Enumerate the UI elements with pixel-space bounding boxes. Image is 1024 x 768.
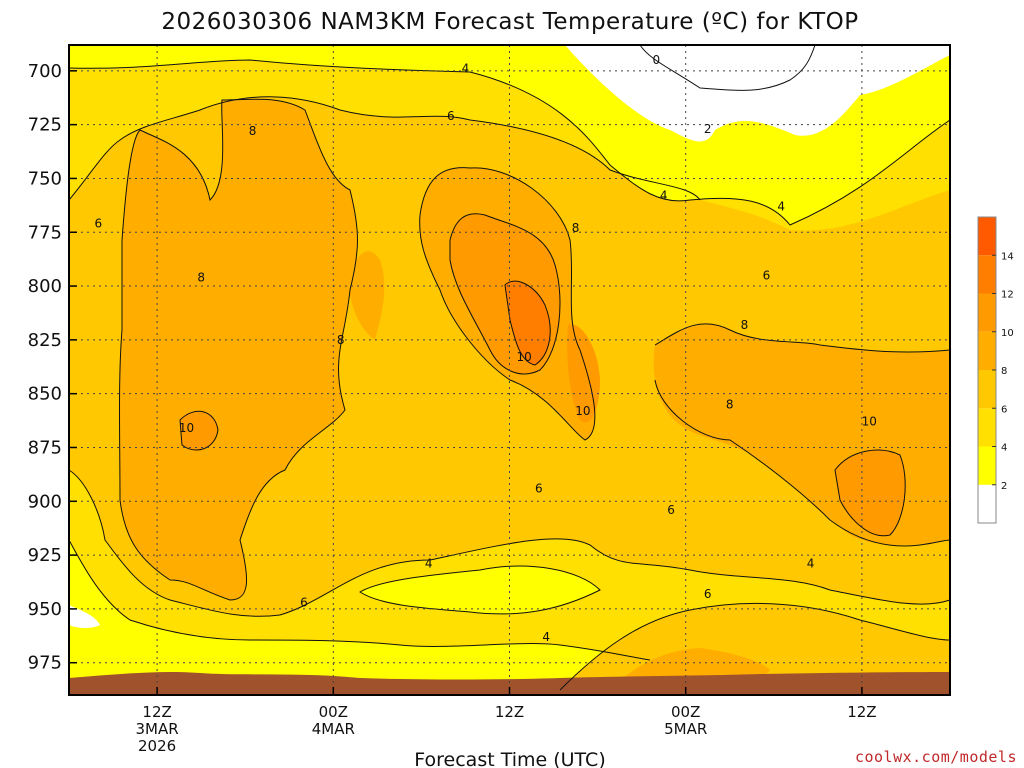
shade-2-4-lower: [69, 540, 950, 695]
contour-10-central: [449, 213, 561, 375]
contour-label: 4: [425, 557, 433, 571]
contour-label: 4: [660, 189, 668, 203]
y-tick-label: 975: [28, 653, 62, 674]
shade-below-0-low: [69, 605, 100, 629]
shade-below-0: [565, 45, 950, 142]
colorbar-segment: [978, 293, 996, 332]
colorbar-segment: [978, 255, 996, 294]
shade-10-12-east: [835, 450, 906, 536]
contour-6-lower: [68, 469, 951, 617]
colorbar: 2 4 6 8 10 12 14: [977, 216, 1014, 524]
grid-lines: [69, 45, 950, 695]
contour-8-central: [419, 167, 596, 441]
y-tick-label: 800: [28, 276, 62, 297]
shade-2-4-mid: [360, 566, 600, 614]
contour-label: 10: [179, 421, 194, 435]
contour-label: 8: [572, 221, 580, 235]
x-tick-label: 2026: [138, 737, 176, 755]
contour-label: 6: [667, 503, 675, 517]
contour-label: 8: [249, 124, 257, 138]
contour-label: 6: [704, 587, 712, 601]
contour-label: 2: [704, 122, 712, 136]
contour-label: 6: [535, 481, 543, 495]
y-tick-label: 900: [28, 491, 62, 512]
colorbar-segment: [978, 331, 996, 370]
contour-4-lower: [68, 539, 651, 661]
shade-12-14: [505, 281, 551, 365]
y-tick-label: 750: [28, 168, 62, 189]
colorbar-tick-label: 4: [1001, 443, 1007, 454]
x-tick-label: 12Z: [495, 703, 524, 721]
contour-label: 4: [462, 62, 470, 76]
y-tick-label: 825: [28, 330, 62, 351]
colorbar-tick-label: 6: [1001, 404, 1007, 415]
chart-title: 2026030306 NAM3KM Forecast Temperature (…: [161, 9, 858, 35]
contour-label: 4: [542, 630, 550, 644]
contour-label: 10: [517, 350, 532, 364]
contour-label: 8: [726, 397, 734, 411]
x-tick-label: 00Z: [671, 703, 700, 721]
colorbar-segment: [978, 370, 996, 409]
contour-label: 0: [653, 53, 661, 67]
contour-label: 6: [447, 109, 455, 123]
contour-label: 8: [197, 270, 205, 284]
colorbar-segment: [978, 446, 996, 485]
y-tick-label: 700: [28, 61, 62, 82]
colorbar-tick-label: 10: [1001, 328, 1014, 339]
shade-10-12-strip: [567, 324, 600, 423]
contour-label: 10: [862, 415, 877, 429]
contour-label: 8: [337, 333, 345, 347]
contour-label: 4: [777, 199, 785, 213]
credit-link[interactable]: coolwx.com/models: [855, 748, 1017, 766]
terrain: [69, 671, 950, 695]
colorbar-tick-label: 12: [1001, 290, 1014, 301]
y-tick-label: 775: [28, 222, 62, 243]
contour-12: [504, 280, 551, 366]
contour-label: 6: [95, 217, 103, 231]
contour-0: [639, 44, 816, 91]
contour-8-east-top: [654, 323, 951, 353]
colorbar-segment: [978, 217, 996, 256]
x-tick-label: 00Z: [319, 703, 348, 721]
contour-label: 8: [741, 318, 749, 332]
x-tick-label: 12Z: [142, 703, 171, 721]
x-axis-label: Forecast Time (UTC): [414, 749, 605, 768]
contour-6-bottom: [559, 602, 951, 691]
y-tick-label: 875: [28, 437, 62, 458]
colorbar-tick-label: 8: [1001, 366, 1007, 377]
contour-label: 6: [300, 595, 308, 609]
y-axis-ticks: 700 725 750 775 800 825 850 875 900 925 950 975: [28, 61, 77, 674]
y-tick-label: 925: [28, 545, 62, 566]
contour-4-upper: [68, 59, 951, 226]
colorbar-tick-label: 14: [1001, 251, 1014, 262]
contour-label: 4: [807, 557, 815, 571]
y-tick-label: 950: [28, 599, 62, 620]
x-tick-label: 3MAR: [136, 720, 179, 738]
contour-lines: [68, 44, 951, 691]
x-tick-label: 4MAR: [312, 720, 355, 738]
x-tick-label: 12Z: [847, 703, 876, 721]
contour-label: 10: [575, 404, 590, 418]
colorbar-segment: [978, 408, 996, 447]
shade-8-10-small: [349, 251, 385, 340]
contour-6-upper: [68, 96, 701, 201]
y-tick-label: 725: [28, 115, 62, 136]
colorbar-segment: [978, 484, 996, 523]
y-tick-label: 850: [28, 384, 62, 405]
shade-8-10-west: [119, 99, 358, 600]
contour-8-west: [119, 98, 358, 601]
shade-10-12-west: [180, 411, 218, 450]
contour-10-west: [179, 410, 219, 451]
colorbar-tick-label: 2: [1001, 481, 1007, 492]
contour-10-east: [834, 449, 906, 537]
x-tick-label: 5MAR: [664, 720, 707, 738]
contour-labels: 0 4 2 6 8 4 4 6 8 6 8 8 8 10 10 8 10 10 6 6 4 4 6 6 4: [95, 53, 877, 644]
contour-label: 6: [763, 268, 771, 282]
contour-4-mid: [359, 565, 601, 615]
contour-8-east-bottom: [654, 379, 951, 547]
